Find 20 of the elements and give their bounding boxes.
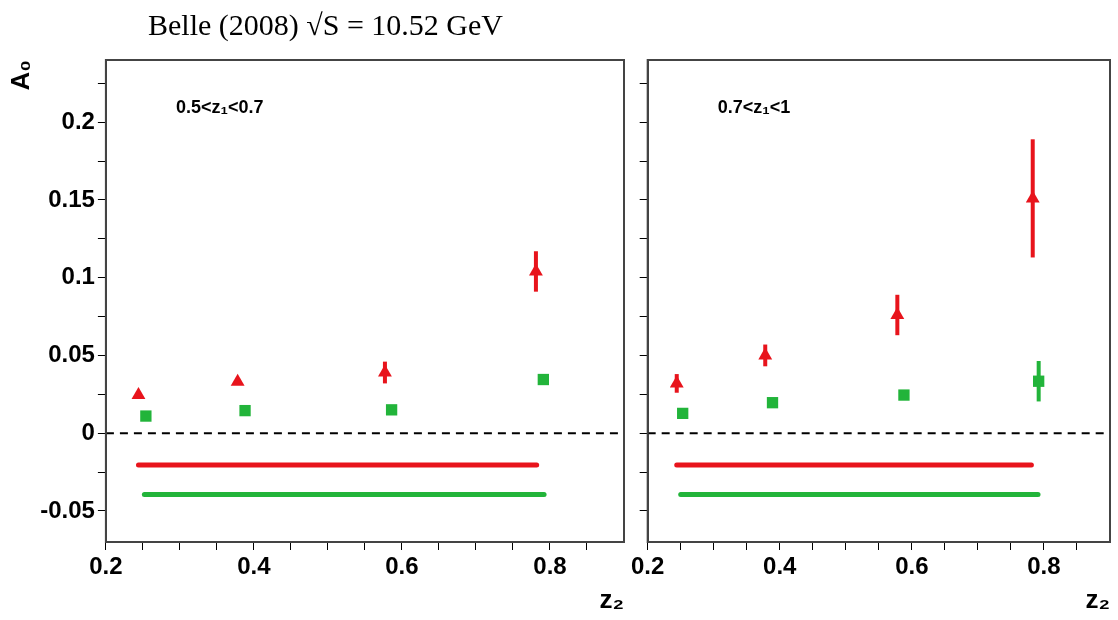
chart-title: Belle (2008) √S = 10.52 GeV [148,8,504,42]
x-tick-label: 0.6 [895,552,929,580]
x-tick-label: 0.8 [1027,552,1061,580]
y-tick-label: 0 [81,417,95,445]
y-axis-title: A₀ [4,60,35,91]
x-tick-label: 0.8 [533,552,567,580]
y-tick-label: 0.05 [48,340,95,368]
x-tick-label: 0.4 [237,552,272,580]
y-tick-label: 0.1 [61,262,95,290]
annotation: 0.5<z₁<0.7 [175,96,264,117]
x-axis-title: z₂ [1085,583,1110,614]
x-tick-label: 0.2 [630,552,665,580]
x-tick-label: 0.2 [89,552,123,580]
y-tick-label: -0.05 [40,495,95,523]
x-axis-title: z₂ [599,583,624,614]
y-tick-label: 0.2 [61,106,95,134]
x-tick-label: 0.4 [763,552,798,580]
y-tick-label: 0.15 [48,184,95,212]
annotation: 0.7<z₁<1 [717,96,791,117]
x-tick-label: 0.6 [385,552,419,580]
